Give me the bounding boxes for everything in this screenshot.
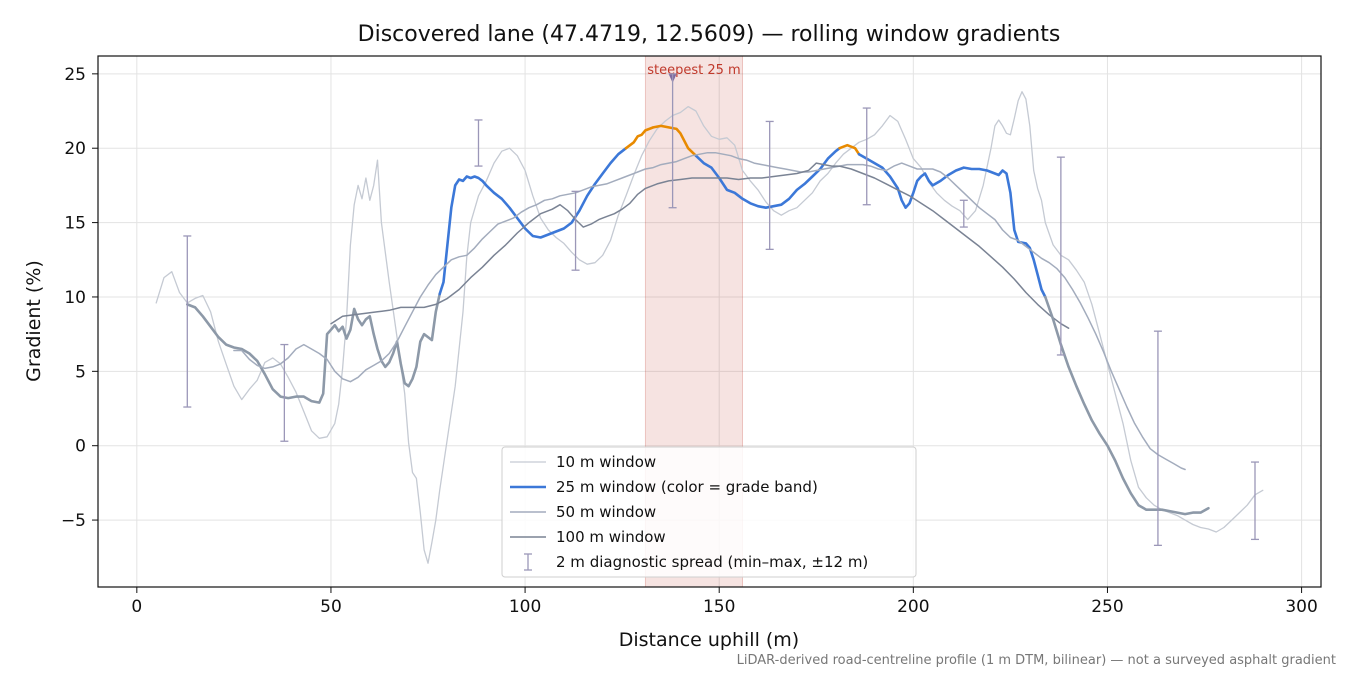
y-axis-label: Gradient (%): [23, 260, 45, 382]
x-tick-label: 100: [509, 597, 541, 617]
plot-frame: [97, 55, 1322, 588]
errorbar-layer: [183, 73, 1259, 547]
chart-title: Discovered lane (47.4719, 12.5609) — rol…: [358, 22, 1061, 47]
x-tick-label: 200: [897, 597, 929, 617]
y-tick-label: 0: [75, 437, 86, 457]
x-tick-label: 150: [703, 597, 735, 617]
y-tick-label: −5: [61, 511, 86, 531]
legend-entry-label: 50 m window: [556, 503, 656, 521]
x-tick-label: 300: [1285, 597, 1317, 617]
x-tick-label: 0: [131, 597, 142, 617]
grid-layer: [98, 56, 1321, 587]
x-axis-label: Distance uphill (m): [619, 629, 799, 651]
series-10-m-line: [155, 91, 1264, 564]
legend: 10 m window 25 m window (color = grade ba…: [501, 446, 917, 578]
legend-entry-label: 10 m window: [556, 453, 656, 471]
y-tick-label: 5: [75, 362, 86, 382]
axes-layer: 0 50 100 150 200 250 300 −5 0 5 10 15 20 25: [61, 55, 1322, 617]
series-25m-segment: [624, 124, 698, 157]
legend-entry-label: 100 m window: [556, 528, 666, 546]
y-tick-label: 10: [64, 288, 86, 308]
x-tick-label: 250: [1091, 597, 1123, 617]
footnote: LiDAR-derived road-centreline profile (1…: [737, 653, 1336, 668]
y-tick-label: 25: [64, 65, 86, 85]
series-100-m-line: [330, 162, 1070, 329]
series-25m-segment: [838, 143, 861, 156]
x-tick-label: 50: [320, 597, 342, 617]
y-tick-label: 20: [64, 139, 86, 159]
legend-frame: [501, 446, 917, 578]
series-layer: [155, 91, 1264, 564]
series-25m-segment: [186, 292, 441, 404]
legend-entry-label: 2 m diagnostic spread (min–max, ±12 m): [556, 553, 868, 571]
steepest-window-label: steepest 25 m: [647, 63, 740, 78]
series-25m-segment: [438, 146, 628, 296]
y-tick-label: 15: [64, 214, 86, 234]
series-50-m-line: [233, 151, 1186, 471]
series-25-m-line: [1044, 295, 1210, 516]
legend-entry-label: 25 m window (color = grade band): [556, 478, 818, 496]
